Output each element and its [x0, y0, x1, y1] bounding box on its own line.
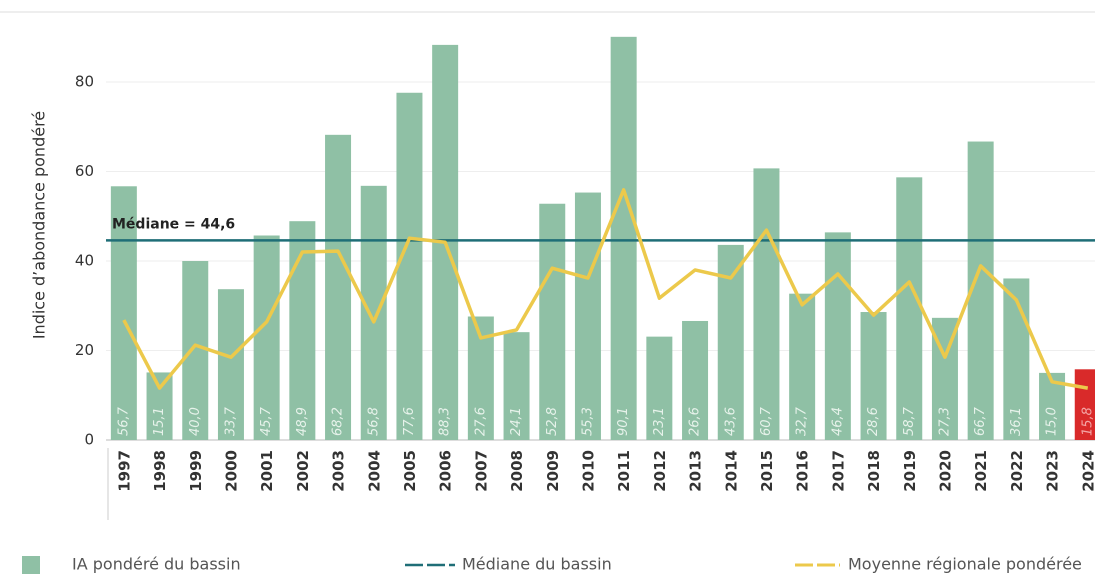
x-tick-label: 2004 — [365, 450, 383, 492]
value-label: 52,8 — [545, 407, 560, 436]
value-label: 36,1 — [1009, 407, 1024, 436]
bar — [146, 372, 173, 440]
x-tick-label: 2024 — [1079, 450, 1095, 492]
x-tick-label: 2005 — [401, 450, 419, 492]
x-tick-label: 2015 — [758, 450, 776, 492]
y-tick-label: 40 — [75, 252, 94, 270]
value-label: 90,1 — [616, 407, 631, 436]
x-tick-label: 1999 — [187, 450, 205, 492]
value-label: 15,0 — [1045, 407, 1060, 436]
bar — [503, 332, 530, 440]
bar — [1003, 278, 1030, 440]
value-label: 55,3 — [580, 407, 595, 436]
x-tick-label: 2001 — [258, 450, 276, 492]
bar — [789, 293, 816, 440]
x-tick-label: 2016 — [794, 450, 812, 492]
bar — [646, 336, 673, 440]
bar — [896, 177, 923, 440]
bar — [253, 235, 280, 440]
value-label: 32,7 — [795, 406, 810, 436]
value-label: 46,4 — [830, 407, 845, 436]
x-tick-label: 2010 — [579, 450, 597, 492]
value-label: 24,1 — [509, 407, 524, 436]
value-label: 56,7 — [116, 406, 131, 436]
x-tick-label: 2002 — [294, 450, 312, 492]
x-tick-label: 2018 — [865, 450, 883, 492]
bar — [574, 192, 601, 440]
value-label: 45,7 — [259, 406, 274, 436]
value-label: 23,1 — [652, 407, 667, 436]
bar — [539, 203, 566, 440]
value-label: 60,7 — [759, 406, 774, 436]
y-tick-label: 0 — [84, 431, 94, 449]
x-tick-label: 2012 — [651, 450, 669, 492]
bar — [682, 320, 709, 440]
bar — [289, 221, 316, 440]
value-label: 68,2 — [331, 407, 346, 436]
value-label: 40,0 — [188, 407, 203, 436]
value-label: 15,8 — [1080, 407, 1095, 436]
x-tick-label: 2009 — [544, 450, 562, 492]
value-label: 27,3 — [937, 407, 952, 436]
y-tick-label: 20 — [75, 341, 94, 359]
value-label: 43,6 — [723, 407, 738, 436]
value-label: 27,6 — [473, 407, 488, 436]
bar — [860, 312, 887, 440]
x-tick-label: 2017 — [829, 450, 847, 492]
value-label: 56,8 — [366, 407, 381, 436]
legend-label: Médiane du bassin — [462, 555, 612, 574]
x-tick-label: 2022 — [1008, 450, 1026, 492]
legend-label: Moyenne régionale pondérée — [848, 555, 1082, 574]
legend-swatch — [22, 556, 40, 574]
bar — [360, 185, 387, 440]
y-tick-label: 60 — [75, 162, 94, 180]
y-axis-title: Indice d’abondance pondéré — [30, 111, 49, 339]
value-label: 66,7 — [973, 406, 988, 436]
x-tick-label: 1998 — [151, 450, 169, 492]
x-tick-label: 2000 — [222, 450, 240, 492]
legend-label: IA pondéré du bassin — [72, 555, 241, 574]
x-tick-label: 2008 — [508, 450, 526, 492]
x-tick-label: 2023 — [1044, 450, 1062, 492]
value-label: 88,3 — [438, 407, 453, 436]
value-label: 58,7 — [902, 406, 917, 436]
bar — [753, 168, 780, 440]
x-tick-label: 2003 — [330, 450, 348, 492]
value-label: 28,6 — [866, 407, 881, 436]
bar — [610, 36, 637, 441]
bar — [824, 232, 851, 440]
x-tick-label: 1997 — [115, 450, 133, 492]
y-tick-label: 80 — [75, 73, 94, 91]
median-label: Médiane = 44,6 — [112, 216, 235, 232]
bar — [396, 92, 423, 440]
x-tick-label: 2007 — [472, 450, 490, 492]
bar — [182, 261, 209, 440]
x-tick-label: 2011 — [615, 450, 633, 492]
line — [122, 188, 1089, 390]
bar — [325, 134, 352, 441]
x-tick-label: 2006 — [437, 450, 455, 492]
x-tick-label: 2019 — [901, 450, 919, 492]
value-label: 26,6 — [688, 407, 703, 436]
value-label: 77,6 — [402, 407, 417, 436]
bar — [217, 289, 244, 440]
x-tick-label: 2021 — [972, 450, 990, 492]
value-label: 48,9 — [295, 407, 310, 436]
x-tick-label: 2013 — [687, 450, 705, 492]
x-tick-label: 2020 — [936, 450, 954, 492]
value-label: 33,7 — [223, 406, 238, 436]
value-label: 15,1 — [152, 407, 167, 436]
x-tick-label: 2014 — [722, 450, 740, 492]
bar — [110, 186, 137, 440]
